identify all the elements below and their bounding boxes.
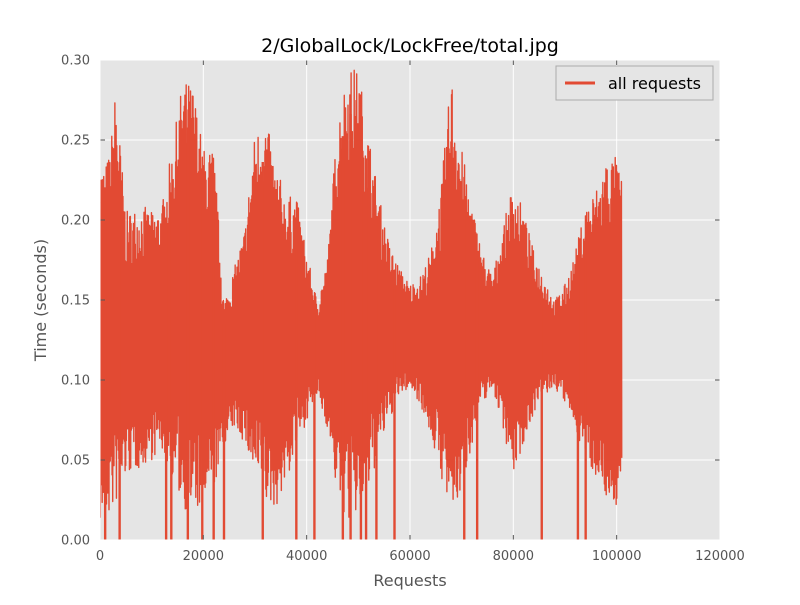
x-tick-label: 100000 bbox=[592, 549, 642, 564]
x-tick-label: 0 bbox=[96, 549, 104, 564]
x-tick-label: 120000 bbox=[695, 549, 745, 564]
y-tick-label: 0.10 bbox=[61, 374, 90, 389]
x-tick-label: 20000 bbox=[183, 549, 224, 564]
series-layer bbox=[100, 69, 623, 540]
chart-title: 2/GlobalLock/LockFree/total.jpg bbox=[261, 35, 559, 57]
legend-label-all-requests: all requests bbox=[608, 74, 701, 93]
y-tick-label: 0.05 bbox=[61, 454, 90, 469]
y-tick-label: 0.00 bbox=[61, 534, 90, 549]
y-axis-label: Time (seconds) bbox=[31, 239, 50, 362]
x-tick-label: 60000 bbox=[389, 549, 430, 564]
x-tick-label: 80000 bbox=[493, 549, 534, 564]
x-tick-label: 40000 bbox=[286, 549, 327, 564]
legend: all requests bbox=[555, 65, 714, 101]
y-tick-label: 0.25 bbox=[61, 134, 90, 149]
y-tick-label: 0.30 bbox=[61, 54, 90, 69]
x-axis-label: Requests bbox=[373, 571, 446, 590]
plot-frame bbox=[99, 59, 721, 541]
axes: 0 20000 40000 60000 80000 100000 120000 0.00 0.0… bbox=[61, 54, 745, 565]
y-tick-label: 0.15 bbox=[61, 294, 90, 309]
y-tick-label: 0.20 bbox=[61, 214, 90, 229]
